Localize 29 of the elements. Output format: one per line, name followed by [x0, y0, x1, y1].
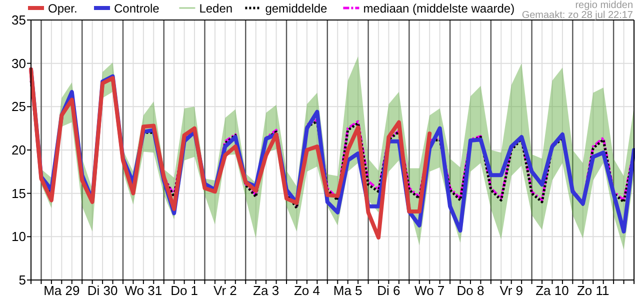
x-tick-label: Za 10 — [536, 283, 569, 298]
x-tick-label: Do 8 — [456, 283, 484, 298]
legend-label: Controle — [114, 2, 160, 16]
legend-label: Oper. — [48, 2, 78, 16]
y-tick-label: 5 — [18, 272, 26, 288]
y-tick-label: 30 — [12, 56, 26, 71]
line-series — [29, 67, 432, 240]
x-tick-label: Vr 9 — [500, 283, 524, 298]
y-tick-label: 20 — [12, 142, 26, 158]
y-tick-label: 15 — [12, 186, 26, 201]
legend-label: Leden — [199, 2, 233, 16]
x-tick-label: Di 6 — [377, 283, 400, 298]
x-tick-label: Di 30 — [87, 283, 118, 298]
x-tick-label: Wo 31 — [124, 283, 162, 298]
y-tick-label: 25 — [12, 99, 26, 114]
x-tick-label: Zo 11 — [576, 283, 610, 298]
x-tick-label: Vr 2 — [214, 283, 237, 298]
y-tick-label: 35 — [12, 12, 26, 28]
legend-label: mediaan (middelste waarde) — [363, 2, 515, 16]
annotation: Gemaakt: zo 28 jul 22:17 — [522, 10, 634, 21]
text: regio midden — [575, 0, 633, 11]
x-tick-label: Ma 5 — [333, 283, 362, 298]
y-tick-label: 10 — [12, 229, 26, 244]
x-tick-label: Do 1 — [170, 283, 198, 298]
legend-label: gemiddelde — [265, 2, 328, 16]
x-tick-label: Ma 29 — [44, 283, 80, 298]
x-tick-label: Zo 4 — [294, 283, 320, 298]
x-tick-label: Wo 7 — [414, 283, 445, 298]
x-tick-label: Za 3 — [253, 283, 280, 298]
